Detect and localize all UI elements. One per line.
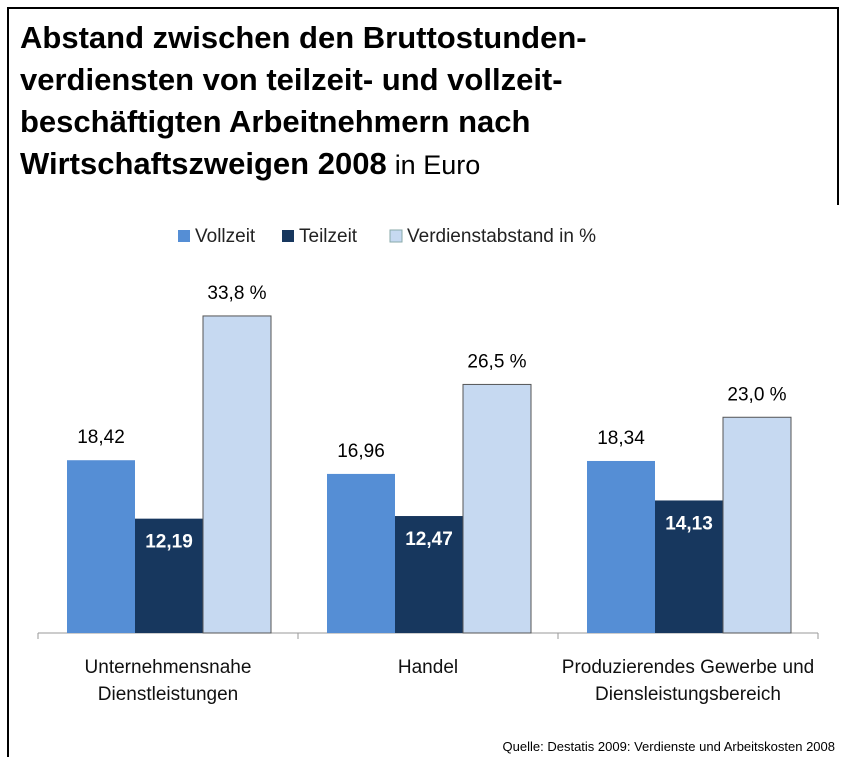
title-line: verdiensten von teilzeit- und vollzeit-: [20, 62, 563, 97]
legend-label: Vollzeit: [195, 226, 256, 247]
data-label: 16,96: [337, 441, 385, 462]
data-label: 18,34: [597, 428, 645, 449]
bar: [722, 416, 792, 634]
bar: [587, 460, 655, 633]
legend-swatch: [178, 230, 190, 242]
legend-label: Verdienstabstand in %: [407, 226, 596, 247]
legend-swatch: [282, 230, 294, 242]
x-tick-label: Produzierendes Gewerbe und Diensleistung…: [561, 657, 815, 705]
title-line: Abstand zwischen den Bruttostunden-: [20, 20, 587, 55]
data-label: 14,13: [665, 513, 713, 534]
data-label: 18,42: [77, 427, 125, 448]
bar: [462, 383, 532, 634]
x-tick-label: Handel: [397, 657, 459, 678]
data-label: 26,5 %: [467, 351, 526, 372]
data-label: 23,0 %: [727, 384, 786, 405]
bar: [202, 315, 272, 634]
bar: [135, 518, 203, 633]
bar: [655, 500, 723, 633]
legend-label: Teilzeit: [299, 226, 358, 247]
legend-swatch: [389, 229, 403, 243]
source: Quelle: Destatis 2009: Verdienste und Ar…: [502, 739, 835, 754]
x-tick-label: Unternehmensnahe Dienstleistungen: [84, 657, 252, 705]
subtitle: in Euro: [394, 150, 481, 180]
bar: [327, 473, 395, 633]
bar: [395, 516, 463, 633]
title-line: Wirtschaftszweigen 2008: [20, 146, 387, 181]
data-label: 12,19: [145, 532, 193, 553]
title-line: Wirtschaftszweigen 2008 in Euro: [20, 146, 480, 182]
title-line: beschäftigten Arbeitnehmern nach: [20, 104, 531, 139]
bar: [67, 460, 135, 633]
frame: [7, 7, 839, 757]
data-label: 33,8 %: [207, 283, 266, 304]
data-label: 12,47: [405, 529, 453, 550]
